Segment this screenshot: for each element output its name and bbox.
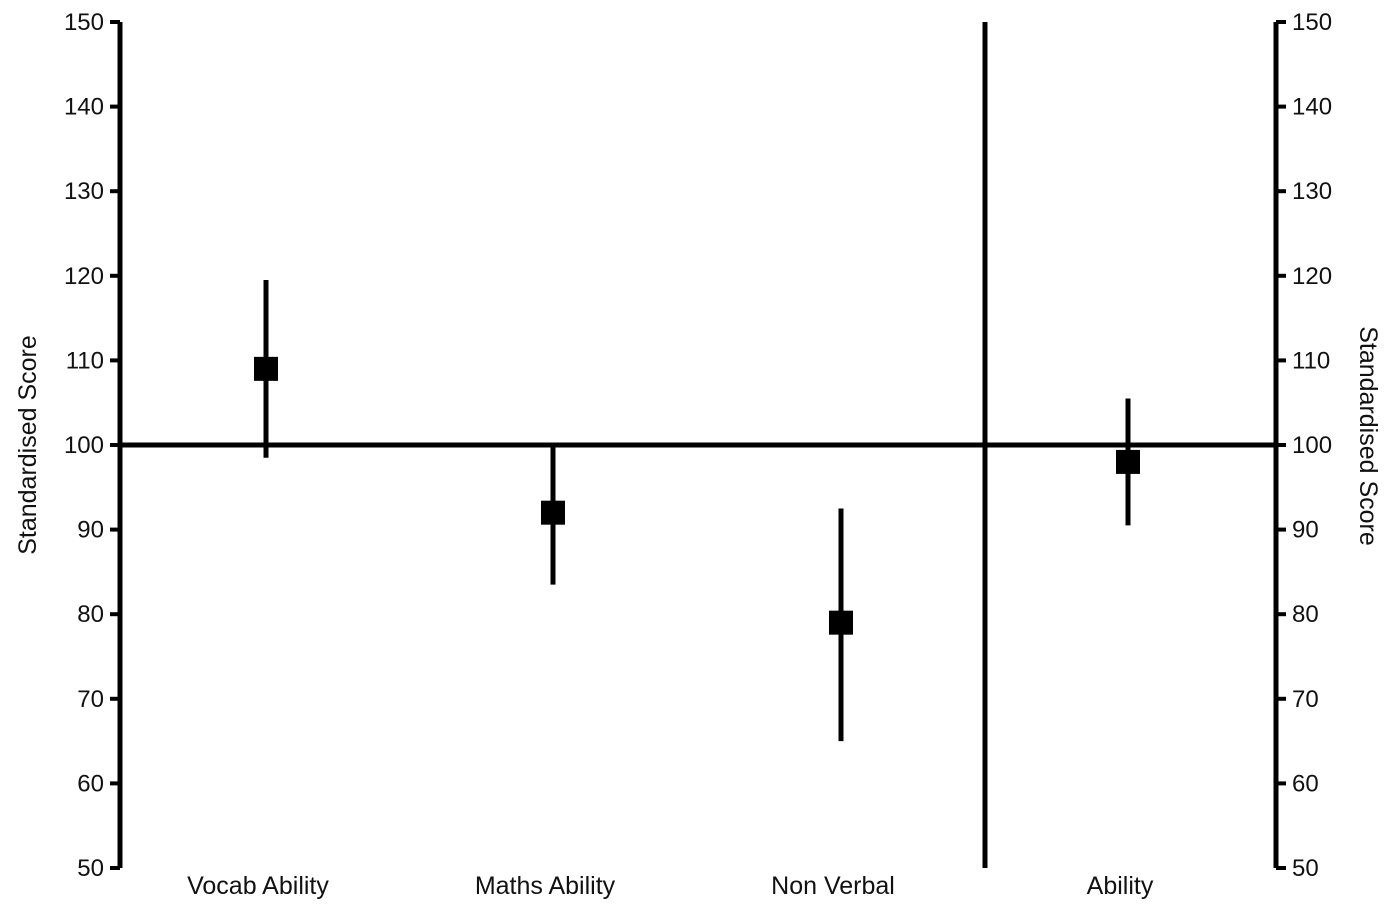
right-tick-label-140: 140: [1292, 94, 1332, 121]
category-label-maths-ability: Maths Ability: [475, 872, 616, 900]
right-tick-label-90: 90: [1292, 517, 1319, 544]
right-tick-label-150: 150: [1292, 9, 1332, 36]
right-tick-label-130: 130: [1292, 178, 1332, 205]
left-axis-title: Standardised Score: [14, 335, 42, 555]
right-tick-label-100: 100: [1292, 432, 1332, 459]
left-tick-label-120: 120: [64, 263, 104, 290]
left-tick-label-150: 150: [64, 9, 104, 36]
right-tick-label-60: 60: [1292, 770, 1319, 797]
point-marker-ability: [1116, 449, 1140, 474]
category-label-non-verbal: Non Verbal: [771, 872, 895, 900]
right-tick-label-110: 110: [1292, 347, 1330, 374]
left-tick-label-50: 50: [77, 855, 104, 882]
right-axis-title: Standardised Score: [1354, 326, 1382, 546]
left-tick-label-130: 130: [64, 178, 104, 205]
axes-group: [110, 20, 1286, 870]
left-tick-label-80: 80: [77, 601, 104, 628]
left-tick-label-100: 100: [64, 432, 104, 459]
right-tick-label-120: 120: [1292, 263, 1332, 290]
left-tick-label-110: 110: [66, 347, 104, 374]
right-tick-label-70: 70: [1292, 686, 1319, 713]
right-tick-label-80: 80: [1292, 601, 1319, 628]
marks-group: [254, 280, 1140, 742]
category-label-ability: Ability: [1087, 872, 1154, 900]
point-marker-non-verbal: [829, 610, 853, 635]
point-marker-vocab-ability: [254, 356, 278, 381]
right-tick-label-50: 50: [1292, 855, 1319, 882]
left-tick-label-140: 140: [64, 94, 104, 121]
labels-group: 50 50 60 60 70 70 80 80 90 90 100 100 110 110 120 120 13…: [14, 9, 1382, 900]
category-label-vocab-ability: Vocab Ability: [187, 872, 329, 900]
left-tick-label-60: 60: [77, 770, 104, 797]
left-tick-label-70: 70: [77, 686, 104, 713]
left-tick-label-90: 90: [77, 517, 104, 544]
point-marker-maths-ability: [541, 500, 565, 525]
